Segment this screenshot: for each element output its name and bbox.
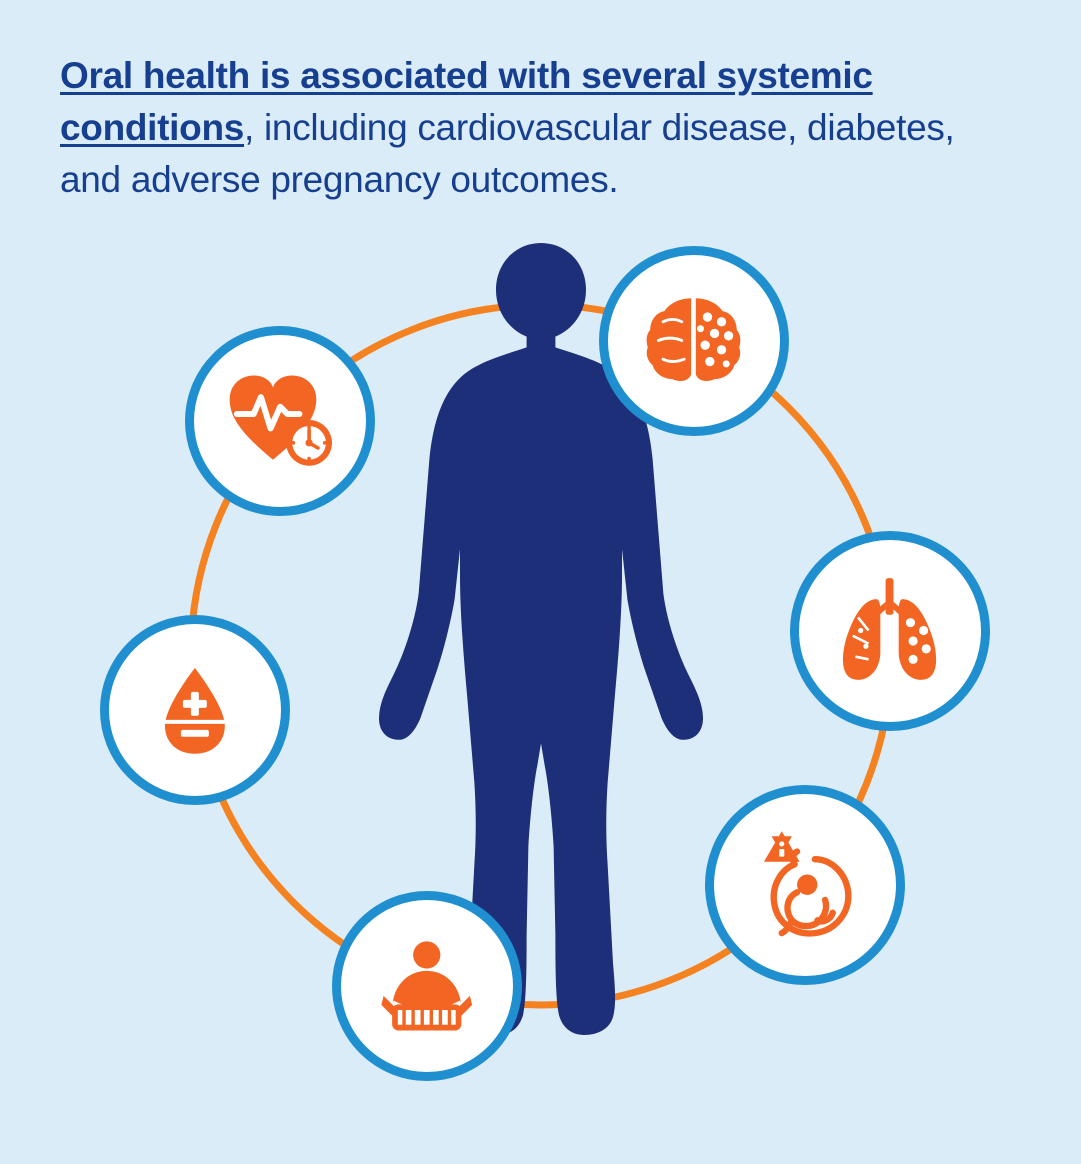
obesity-icon [370, 930, 484, 1044]
node-heart [185, 326, 375, 516]
node-obesity [332, 891, 522, 1081]
headline: Oral health is associated with several s… [60, 50, 1021, 205]
lungs-icon [824, 565, 955, 696]
node-pregnancy [705, 785, 905, 985]
diagram [131, 245, 951, 1065]
infographic-page: Oral health is associated with several s… [0, 0, 1081, 1164]
pregnancy-icon [741, 821, 868, 948]
brain-icon [635, 282, 752, 399]
diabetes-icon [145, 660, 245, 760]
heart-icon [220, 361, 340, 481]
node-brain [599, 246, 789, 436]
node-lungs [790, 531, 990, 731]
node-diabetes [100, 615, 290, 805]
